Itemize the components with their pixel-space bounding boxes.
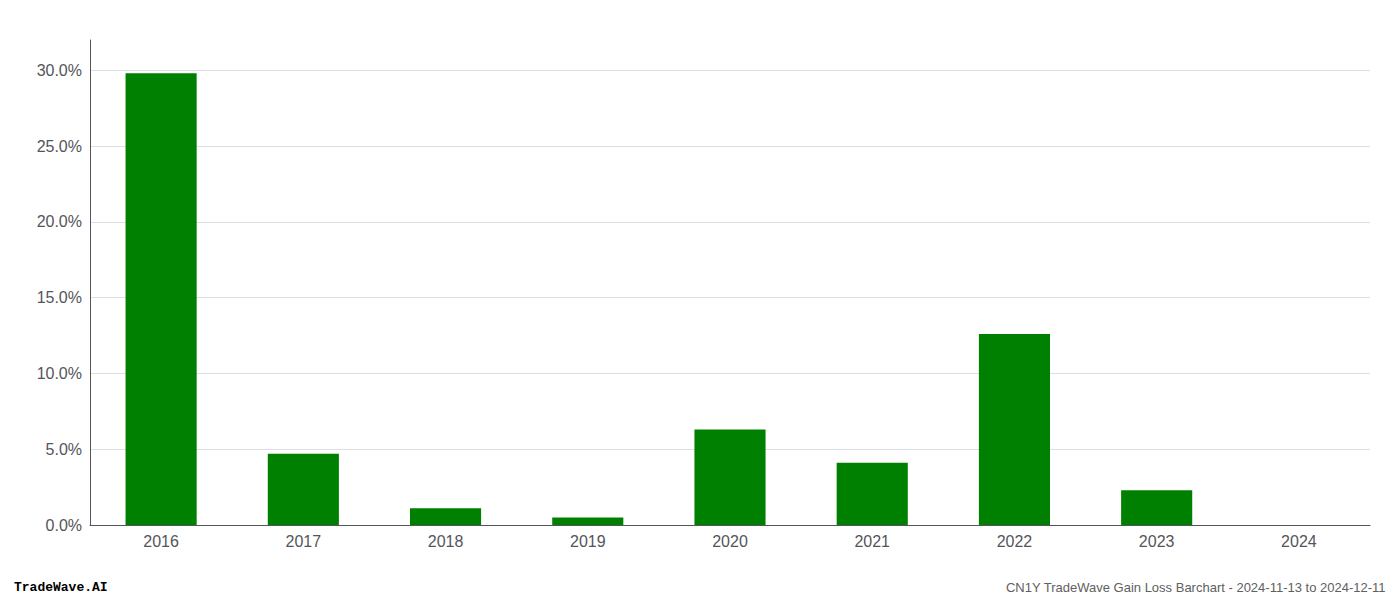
svg-text:2022: 2022 bbox=[997, 533, 1033, 550]
svg-text:2021: 2021 bbox=[854, 533, 890, 550]
svg-text:25.0%: 25.0% bbox=[37, 138, 82, 155]
svg-text:0.0%: 0.0% bbox=[46, 517, 82, 534]
svg-text:10.0%: 10.0% bbox=[37, 365, 82, 382]
svg-text:20.0%: 20.0% bbox=[37, 213, 82, 230]
svg-text:TradeWave.AI: TradeWave.AI bbox=[14, 580, 108, 595]
svg-text:2024: 2024 bbox=[1281, 533, 1317, 550]
svg-text:30.0%: 30.0% bbox=[37, 62, 82, 79]
svg-text:2018: 2018 bbox=[428, 533, 464, 550]
svg-text:2020: 2020 bbox=[712, 533, 748, 550]
svg-text:2017: 2017 bbox=[286, 533, 322, 550]
svg-text:15.0%: 15.0% bbox=[37, 289, 82, 306]
svg-text:2023: 2023 bbox=[1139, 533, 1175, 550]
svg-text:2016: 2016 bbox=[143, 533, 179, 550]
svg-text:CN1Y TradeWave Gain Loss Barch: CN1Y TradeWave Gain Loss Barchart - 2024… bbox=[1006, 580, 1386, 595]
svg-text:2019: 2019 bbox=[570, 533, 606, 550]
svg-text:5.0%: 5.0% bbox=[46, 441, 82, 458]
